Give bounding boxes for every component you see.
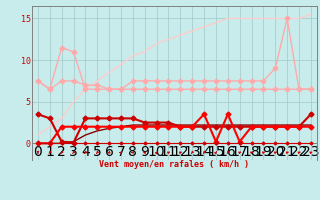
X-axis label: Vent moyen/en rafales ( km/h ): Vent moyen/en rafales ( km/h ): [100, 160, 249, 169]
